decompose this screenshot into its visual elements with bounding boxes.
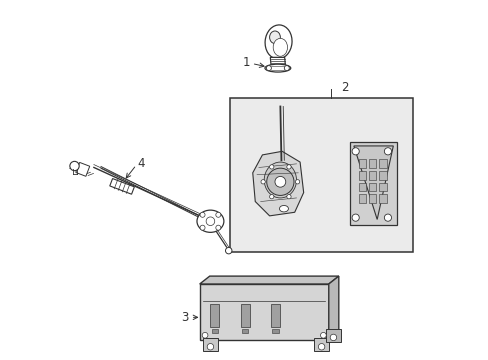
Ellipse shape [264, 64, 290, 72]
Circle shape [266, 168, 293, 195]
Bar [359, 194, 366, 203]
Circle shape [215, 225, 221, 230]
Bar [76, 162, 89, 176]
Circle shape [286, 165, 290, 169]
Bar [359, 183, 366, 192]
Bar [242, 329, 248, 333]
Bar [203, 338, 217, 351]
Bar [379, 183, 386, 192]
Bar [379, 194, 386, 203]
Circle shape [318, 343, 324, 350]
Circle shape [351, 148, 359, 155]
Polygon shape [353, 146, 392, 220]
Bar [271, 304, 280, 327]
Circle shape [269, 194, 273, 199]
Circle shape [295, 180, 299, 184]
Bar [359, 171, 366, 180]
Circle shape [70, 161, 79, 171]
Text: 1: 1 [242, 56, 249, 69]
Text: 4: 4 [137, 157, 144, 170]
Circle shape [200, 225, 204, 230]
Bar [368, 194, 376, 203]
Circle shape [384, 148, 391, 155]
Circle shape [269, 165, 273, 169]
Circle shape [200, 212, 204, 217]
Circle shape [202, 332, 207, 338]
Polygon shape [199, 276, 338, 284]
Bar [314, 338, 328, 351]
Text: 3: 3 [181, 311, 188, 324]
Circle shape [284, 66, 289, 71]
Circle shape [286, 194, 290, 199]
Bar [349, 142, 396, 225]
Ellipse shape [264, 25, 291, 59]
Circle shape [207, 343, 213, 350]
Polygon shape [109, 179, 134, 194]
Circle shape [274, 176, 285, 187]
Polygon shape [328, 276, 338, 339]
Bar [230, 98, 412, 252]
Circle shape [329, 334, 336, 341]
Bar [379, 159, 386, 168]
Bar [199, 284, 328, 339]
Circle shape [320, 332, 325, 338]
Bar [359, 159, 366, 168]
Circle shape [351, 214, 359, 221]
Ellipse shape [273, 39, 287, 56]
Circle shape [261, 180, 265, 184]
Circle shape [225, 247, 231, 254]
Ellipse shape [279, 206, 288, 212]
Bar [368, 159, 376, 168]
Bar [241, 304, 249, 327]
Circle shape [206, 217, 214, 226]
Bar [210, 304, 219, 327]
Bar [211, 329, 218, 333]
Polygon shape [270, 57, 285, 65]
Circle shape [215, 212, 221, 217]
Bar [368, 171, 376, 180]
Ellipse shape [269, 31, 280, 44]
Bar [325, 329, 340, 342]
Polygon shape [252, 151, 303, 216]
Ellipse shape [197, 210, 224, 232]
Bar [368, 183, 376, 192]
Text: 2: 2 [341, 81, 348, 94]
Ellipse shape [264, 162, 296, 198]
Bar [379, 171, 386, 180]
Bar [272, 329, 278, 333]
Circle shape [384, 214, 391, 221]
Circle shape [266, 66, 271, 71]
